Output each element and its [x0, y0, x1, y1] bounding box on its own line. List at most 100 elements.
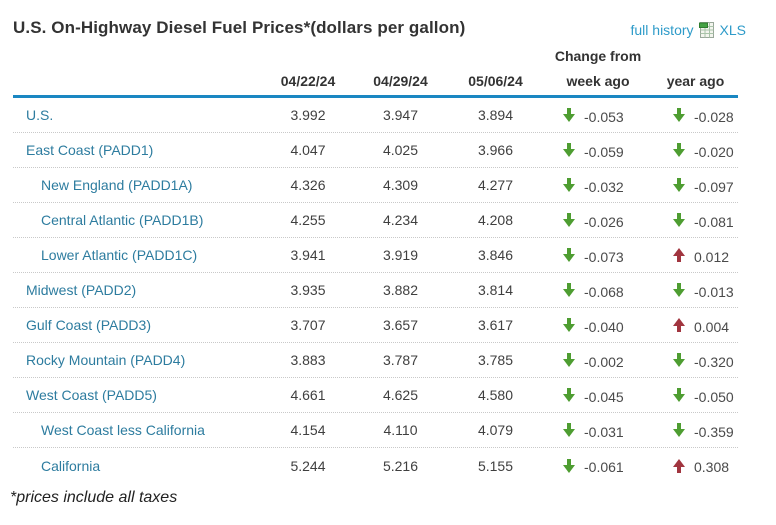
price-cell-2: 3.919 — [382, 247, 419, 263]
price-cell-2: 3.657 — [382, 317, 419, 333]
price-cell-1: 3.992 — [290, 107, 326, 123]
week-ago-change-value: -0.040 — [584, 318, 624, 335]
region-link[interactable]: West Coast (PADD5) — [26, 387, 157, 403]
price-cell-1: 4.154 — [290, 422, 326, 438]
table-row: East Coast (PADD1) 4.047 4.025 3.966 -0.… — [13, 133, 738, 168]
down-arrow-icon — [673, 108, 685, 122]
price-cell-1: 4.661 — [290, 387, 326, 403]
price-cell-3: 3.617 — [477, 317, 514, 333]
year-ago-change-cell: -0.359 — [653, 421, 738, 440]
region-link[interactable]: Gulf Coast (PADD3) — [26, 317, 151, 333]
change-from-header: Change from — [554, 48, 642, 64]
region-link[interactable]: Lower Atlantic (PADD1C) — [41, 247, 198, 263]
down-arrow-icon — [563, 458, 575, 473]
year-ago-change-cell: -0.028 — [653, 106, 738, 125]
region-label-cell: Central Atlantic (PADD1B) — [13, 212, 263, 228]
region-label-cell: Rocky Mountain (PADD4) — [13, 352, 263, 368]
region-link[interactable]: East Coast (PADD1) — [26, 142, 154, 158]
date-column-header-3: 05/06/24 — [468, 73, 523, 89]
down-arrow-icon — [563, 353, 575, 367]
week-ago-change-cell: -0.073 — [543, 246, 653, 265]
week-ago-change-cell: -0.045 — [543, 386, 653, 405]
region-label-cell: Gulf Coast (PADD3) — [13, 317, 263, 333]
price-cell-2: 4.309 — [382, 177, 419, 193]
price-cell-3: 3.966 — [477, 142, 514, 158]
table-body: U.S. 3.992 3.947 3.894 -0.053 — [13, 98, 776, 483]
date-column-header-1: 04/22/24 — [280, 73, 336, 89]
table-row: California 5.244 5.216 5.155 -0.061 — [13, 448, 738, 483]
year-ago-change-cell: 0.308 — [653, 456, 738, 475]
change-from-header-row: Change from — [13, 40, 738, 64]
down-arrow-icon — [673, 213, 685, 227]
year-ago-change-value: 0.012 — [694, 248, 730, 265]
region-link[interactable]: U.S. — [26, 107, 54, 123]
year-ago-change-cell: -0.081 — [653, 211, 738, 230]
year-ago-change-value: -0.081 — [694, 213, 734, 230]
region-link[interactable]: Midwest (PADD2) — [26, 282, 137, 298]
region-link[interactable]: West Coast less California — [41, 422, 205, 438]
year-ago-change-cell: 0.012 — [653, 246, 738, 265]
table-row: Lower Atlantic (PADD1C) 3.941 3.919 3.84… — [13, 238, 738, 273]
price-cell-2: 4.234 — [382, 212, 419, 228]
date-column-header-2: 04/29/24 — [373, 73, 428, 89]
year-ago-change-cell: -0.013 — [653, 281, 738, 300]
week-ago-change-value: -0.031 — [584, 423, 624, 440]
price-cell-1: 3.941 — [290, 247, 326, 263]
week-ago-change-cell: -0.061 — [543, 456, 653, 475]
week-ago-change-cell: -0.031 — [543, 421, 653, 440]
down-arrow-icon — [563, 248, 575, 262]
price-cell-1: 3.707 — [290, 317, 326, 333]
up-arrow-icon — [673, 318, 685, 332]
region-link[interactable]: Central Atlantic (PADD1B) — [41, 212, 204, 228]
week-ago-change-value: -0.026 — [584, 213, 624, 230]
down-arrow-icon — [673, 143, 685, 157]
week-ago-change-value: -0.059 — [584, 143, 624, 160]
down-arrow-icon — [673, 353, 685, 367]
diesel-prices-page: U.S. On-Highway Diesel Fuel Prices*(doll… — [10, 18, 776, 506]
price-cell-3: 3.814 — [477, 282, 514, 298]
year-ago-change-cell: -0.320 — [653, 351, 738, 370]
xls-spreadsheet-icon[interactable] — [698, 22, 715, 38]
price-cell-2: 3.947 — [382, 107, 419, 123]
price-cell-3: 3.785 — [477, 352, 514, 368]
down-arrow-icon — [563, 283, 575, 297]
week-ago-change-cell: -0.040 — [543, 316, 653, 335]
region-link[interactable]: Rocky Mountain (PADD4) — [26, 352, 186, 368]
week-ago-change-value: -0.061 — [584, 459, 624, 475]
down-arrow-icon — [563, 143, 575, 157]
week-ago-change-cell: -0.068 — [543, 281, 653, 300]
year-ago-change-value: -0.320 — [694, 353, 734, 370]
week-ago-change-value: -0.068 — [584, 283, 624, 300]
page-title: U.S. On-Highway Diesel Fuel Prices*(doll… — [13, 18, 466, 37]
table-row: West Coast (PADD5) 4.661 4.625 4.580 -0.… — [13, 378, 738, 413]
year-ago-change-value: -0.028 — [694, 108, 734, 125]
down-arrow-icon — [563, 423, 575, 437]
export-links: full history XLS — [630, 22, 746, 38]
price-cell-3: 5.155 — [477, 457, 514, 474]
region-link[interactable]: New England (PADD1A) — [41, 177, 193, 193]
price-cell-2: 5.216 — [382, 457, 419, 474]
diesel-price-table: Change from 04/22/24 04/29/24 05/06/24 w… — [13, 40, 776, 483]
week-ago-change-cell: -0.053 — [543, 106, 653, 125]
year-ago-change-value: 0.308 — [694, 459, 730, 475]
price-cell-1: 3.883 — [290, 352, 326, 368]
region-label-cell: Midwest (PADD2) — [13, 282, 263, 298]
price-cell-1: 4.255 — [290, 212, 326, 228]
week-ago-change-cell: -0.002 — [543, 351, 653, 370]
price-cell-2: 4.625 — [382, 387, 419, 403]
year-ago-change-value: 0.004 — [694, 318, 730, 335]
year-ago-change-value: -0.013 — [694, 283, 734, 300]
full-history-link[interactable]: full history — [630, 22, 694, 38]
region-label-cell: New England (PADD1A) — [13, 177, 263, 193]
region-link[interactable]: California — [41, 457, 101, 474]
xls-link[interactable]: XLS — [719, 22, 746, 38]
week-ago-change-value: -0.032 — [584, 178, 624, 195]
week-ago-change-value: -0.053 — [584, 108, 624, 125]
up-arrow-icon — [673, 248, 685, 262]
year-ago-column-header: year ago — [666, 73, 725, 89]
down-arrow-icon — [673, 388, 685, 402]
year-ago-change-value: -0.050 — [694, 388, 734, 405]
price-cell-2: 4.110 — [383, 422, 418, 438]
year-ago-change-cell: 0.004 — [653, 316, 738, 335]
price-cell-2: 3.787 — [382, 352, 419, 368]
